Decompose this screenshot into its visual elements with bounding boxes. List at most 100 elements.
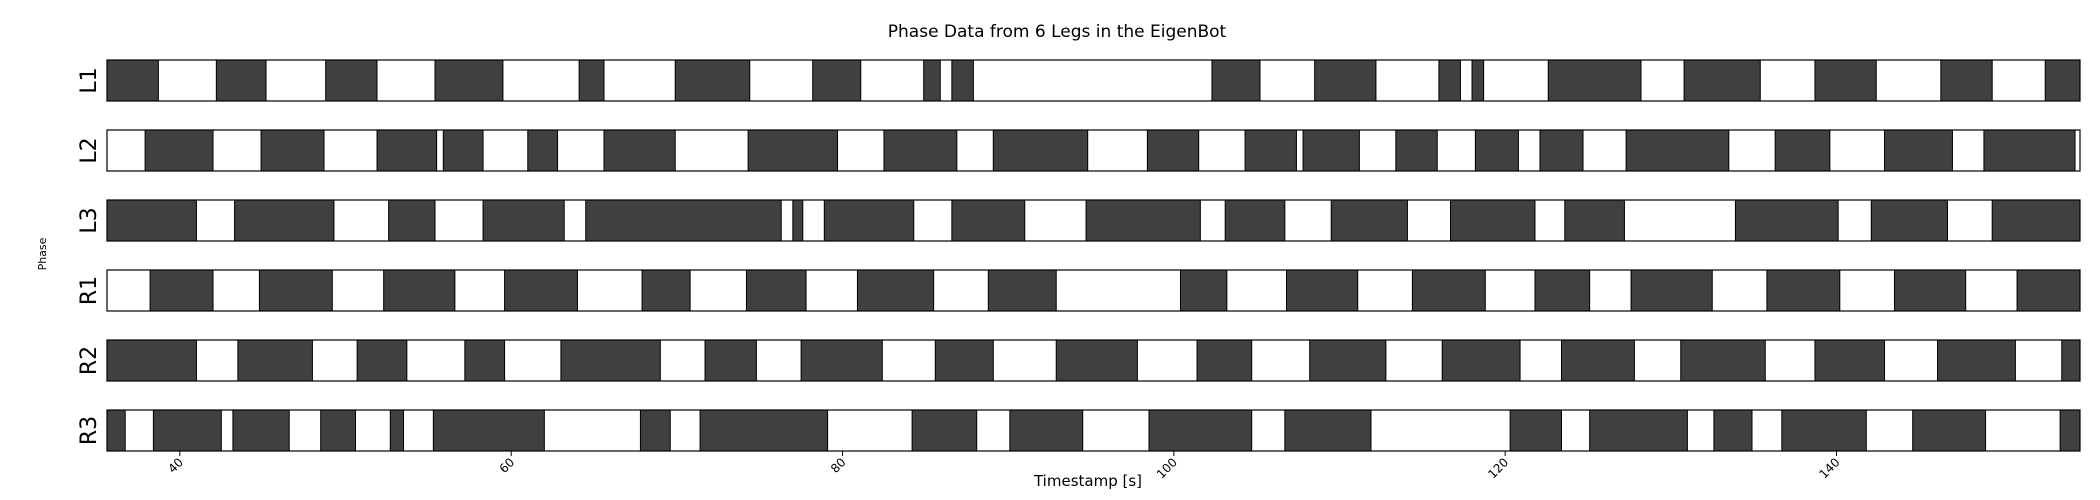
phase-bar bbox=[106, 339, 197, 382]
phase-bar bbox=[383, 269, 456, 312]
phase-bar bbox=[2059, 409, 2081, 452]
row-frame bbox=[106, 129, 2081, 172]
phase-bar bbox=[320, 409, 356, 452]
phase-bar bbox=[1893, 269, 1967, 312]
phase-bar bbox=[237, 339, 313, 382]
phase-bar bbox=[144, 129, 214, 172]
phase-bar bbox=[1680, 339, 1766, 382]
phase-bar bbox=[1539, 129, 1584, 172]
phase-bar bbox=[1509, 409, 1562, 452]
phase-bar bbox=[325, 59, 378, 102]
phase-bar bbox=[823, 199, 915, 242]
leg-label: L1 bbox=[77, 67, 102, 93]
phase-bar bbox=[1683, 59, 1761, 102]
phase-bar bbox=[1814, 339, 1886, 382]
phase-bar bbox=[911, 409, 978, 452]
leg-label: L3 bbox=[77, 207, 102, 233]
leg-label: R1 bbox=[77, 276, 102, 305]
phase-bar bbox=[434, 59, 504, 102]
phase-bar bbox=[1441, 339, 1521, 382]
phase-bar bbox=[1912, 409, 1987, 452]
phase-bar bbox=[1148, 409, 1253, 452]
phase-bar bbox=[1630, 269, 1713, 312]
phase-bar bbox=[1285, 269, 1359, 312]
phase-bar bbox=[992, 129, 1089, 172]
phase-bar bbox=[639, 409, 671, 452]
phase-bar bbox=[356, 339, 408, 382]
row-frame bbox=[106, 59, 2081, 102]
phase-bar bbox=[388, 199, 436, 242]
phase-bar bbox=[674, 59, 751, 102]
leg-row-l2: L2 bbox=[77, 129, 2081, 172]
phase-bar bbox=[987, 269, 1057, 312]
phase-bar bbox=[1471, 59, 1485, 102]
phase-bar bbox=[432, 409, 545, 452]
phase-bar bbox=[883, 129, 958, 172]
phase-bar bbox=[1474, 129, 1519, 172]
phase-bar bbox=[560, 339, 661, 382]
phase-bar bbox=[1564, 199, 1625, 242]
phase-bar bbox=[1734, 199, 1839, 242]
phase-bar bbox=[704, 339, 757, 382]
phase-bar bbox=[1940, 59, 1993, 102]
x-tick-label: 60 bbox=[497, 455, 518, 476]
phase-bar bbox=[923, 59, 941, 102]
x-axis-label: Timestamp [s] bbox=[1033, 472, 1142, 490]
phase-bar bbox=[1781, 409, 1867, 452]
phase-bar bbox=[1774, 129, 1831, 172]
x-tick-label: 140 bbox=[1817, 455, 1843, 481]
phase-bar bbox=[745, 269, 807, 312]
phase-bar bbox=[258, 269, 333, 312]
phase-bar bbox=[1395, 129, 1438, 172]
row-background bbox=[107, 60, 2080, 101]
phase-bar bbox=[106, 409, 126, 452]
phase-bar bbox=[951, 199, 1026, 242]
phase-bar bbox=[1589, 409, 1688, 452]
phase-bar bbox=[1196, 339, 1253, 382]
phase-bar bbox=[1814, 59, 1877, 102]
x-axis-ticks: 40 60 80 100 120 140 bbox=[165, 451, 1843, 481]
phase-bar bbox=[1314, 59, 1377, 102]
phase-bar bbox=[1224, 199, 1286, 242]
phase-bar bbox=[504, 269, 578, 312]
phase-bar bbox=[1009, 409, 1084, 452]
phase-bar bbox=[1625, 129, 1730, 172]
phase-bar bbox=[951, 59, 974, 102]
leg-label: R2 bbox=[77, 346, 102, 375]
phase-bar bbox=[1309, 339, 1387, 382]
phase-bar bbox=[376, 129, 438, 172]
phase-bar bbox=[699, 409, 829, 452]
phase-bar bbox=[1055, 339, 1138, 382]
phase-bar bbox=[152, 409, 222, 452]
phase-bar bbox=[1146, 129, 1200, 172]
phase-bar bbox=[1284, 409, 1372, 452]
phase-bar bbox=[585, 199, 782, 242]
phase-bar bbox=[1085, 199, 1201, 242]
phase-bar bbox=[1884, 129, 1953, 172]
leg-label: R3 bbox=[77, 416, 102, 445]
phase-bar bbox=[106, 199, 197, 242]
leg-row-r3: R3 bbox=[77, 409, 2081, 452]
phase-bar bbox=[1547, 59, 1642, 102]
x-tick-label: 80 bbox=[828, 455, 849, 476]
phase-bar bbox=[482, 199, 565, 242]
phase-bar bbox=[934, 339, 994, 382]
phase-bar bbox=[389, 409, 405, 452]
phase-bar bbox=[232, 409, 290, 452]
leg-row-r2: R2 bbox=[77, 339, 2081, 382]
phase-bar bbox=[1411, 269, 1486, 312]
phase-bar bbox=[442, 129, 484, 172]
phase-bar bbox=[1534, 269, 1591, 312]
phase-bar bbox=[800, 339, 883, 382]
phase-bar bbox=[641, 269, 691, 312]
leg-row-r1: R1 bbox=[77, 269, 2081, 312]
phase-bar bbox=[747, 129, 839, 172]
leg-row-l1: L1 bbox=[77, 59, 2081, 102]
phase-bar bbox=[1244, 129, 1297, 172]
leg-rows: L1 L2 L3 R1 R2 R3 bbox=[77, 59, 2081, 452]
row-frame bbox=[106, 269, 2081, 312]
x-tick-label: 100 bbox=[1154, 455, 1180, 481]
phase-bar bbox=[234, 199, 335, 242]
phase-bar bbox=[792, 199, 804, 242]
